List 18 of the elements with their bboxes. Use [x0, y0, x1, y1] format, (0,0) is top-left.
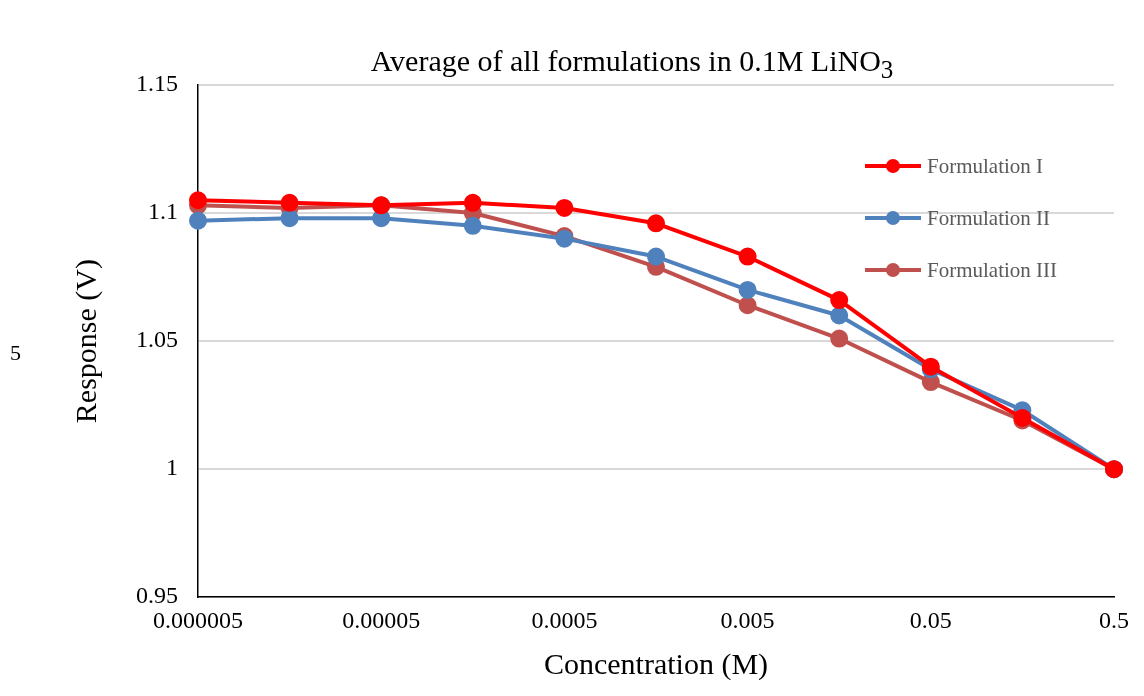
x-tick-label: 0.00005 [342, 606, 421, 633]
chart-title: Average of all formulations in 0.1M LiNO$_{3}$ [370, 44, 894, 83]
y-axis-title: Response (V) [68, 259, 103, 424]
legend-label: Formulation I [927, 153, 1044, 179]
text: 5 [10, 340, 21, 366]
y-tick-label: 1.05 [136, 326, 178, 353]
legend-label: Formulation II [927, 205, 1051, 231]
y-tick-label: 1.1 [148, 198, 178, 225]
y-tick-label: 0.95 [136, 582, 178, 609]
x-tick-label: 0.000005 [153, 606, 243, 633]
x-tick-label: 0.5 [1099, 606, 1129, 633]
x-axis-title: Concentration (M) [543, 646, 769, 681]
legend-label: Formulation III [927, 257, 1058, 283]
y-tick-label: 1 [166, 454, 178, 481]
x-tick-label: 0.005 [720, 606, 775, 633]
x-tick-label: 0.0005 [531, 606, 598, 633]
y-tick-label: 1.15 [136, 70, 178, 97]
x-tick-label: 0.05 [909, 606, 952, 633]
